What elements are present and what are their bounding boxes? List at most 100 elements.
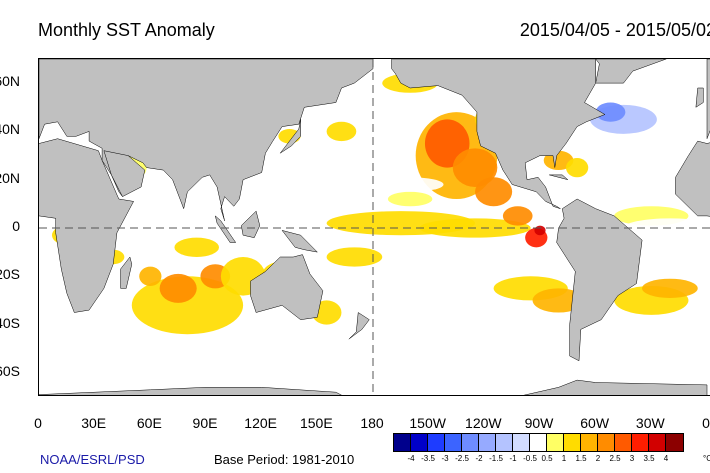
colorbar-tick-label: -2 bbox=[475, 454, 483, 463]
chart-title: Monthly SST Anomaly bbox=[38, 20, 215, 40]
lat-tick-label: 40N bbox=[0, 121, 20, 138]
reference-lines bbox=[39, 59, 710, 395]
anomaly-patch bbox=[614, 141, 670, 171]
anomaly-patch bbox=[632, 167, 689, 192]
date-range: 2015/04/05 - 2015/05/02 bbox=[519, 20, 710, 40]
landmass-africa-wrap bbox=[675, 140, 710, 217]
anomaly-patch bbox=[139, 266, 162, 286]
anomaly-patch bbox=[534, 225, 546, 236]
credit-label: NOAA/ESRL/PSD bbox=[40, 452, 145, 467]
colorbar-tick-label: -1 bbox=[509, 454, 517, 463]
colorbar-swatch bbox=[462, 434, 479, 451]
lon-tick-label: 30W bbox=[635, 415, 665, 431]
anomaly-patch bbox=[326, 121, 357, 142]
colorbar-swatch bbox=[581, 434, 598, 451]
colorbar-swatch bbox=[513, 434, 530, 451]
colorbar-swatch bbox=[598, 434, 615, 451]
landmass-new-guinea bbox=[281, 229, 319, 253]
landmass-australia bbox=[250, 254, 324, 320]
colorbar-swatch bbox=[394, 434, 411, 451]
landmass-japan bbox=[280, 119, 301, 154]
colorbar-tick-label: 1.5 bbox=[575, 454, 587, 463]
lon-tick-label: 150W bbox=[409, 415, 446, 431]
landmass-africa bbox=[39, 138, 134, 313]
colorbar-tick-label: 3 bbox=[629, 454, 635, 463]
colorbar-swatch bbox=[564, 434, 581, 451]
lon-tick-label: 120W bbox=[465, 415, 502, 431]
landmass-uk bbox=[695, 87, 704, 108]
landmass-greenland bbox=[595, 59, 667, 84]
land-layer bbox=[39, 59, 710, 395]
colorbar-swatch bbox=[445, 434, 462, 451]
colorbar-tick-label: 0.5 bbox=[541, 454, 553, 463]
lon-tick-label: 150E bbox=[299, 415, 333, 431]
lat-tick-label: 0 bbox=[12, 218, 20, 234]
anomaly-patch bbox=[428, 355, 503, 366]
colorbar-tick-label: 4 bbox=[663, 454, 669, 463]
landmass-south-america bbox=[556, 198, 643, 362]
landmass-new-zealand bbox=[348, 312, 370, 340]
anomaly-patch bbox=[642, 278, 698, 299]
colorbar-unit: °C bbox=[703, 454, 710, 463]
lat-tick-label: 60S bbox=[0, 362, 20, 379]
anomaly-patch bbox=[387, 191, 433, 207]
lon-tick-label: 0 bbox=[702, 415, 710, 431]
landmass-antarctica bbox=[39, 379, 708, 395]
colorbar-tick-label: -0.5 bbox=[523, 454, 537, 463]
colorbar-tick-label: 2 bbox=[595, 454, 601, 463]
lat-tick-label: 20N bbox=[0, 169, 20, 186]
landmass-arabia bbox=[103, 150, 146, 197]
colorbar-tick-label: -2.5 bbox=[455, 454, 469, 463]
lon-tick-label: 180 bbox=[360, 415, 384, 431]
landmass-north-america bbox=[391, 59, 606, 209]
lon-tick-label: 0 bbox=[34, 415, 42, 431]
colorbar-tick-label: -3 bbox=[441, 454, 449, 463]
anomaly-patch bbox=[475, 177, 513, 207]
anomaly-patch bbox=[159, 273, 197, 303]
colorbar-swatch bbox=[428, 434, 445, 451]
lat-tick-label: 40S bbox=[0, 314, 20, 331]
lon-tick-label: 60E bbox=[136, 415, 162, 431]
lon-tick-label: 30E bbox=[81, 415, 107, 431]
colorbar-tick-label: 1 bbox=[561, 454, 567, 463]
colorbar-tick-label: -3.5 bbox=[421, 454, 435, 463]
colorbar-tick-label: 3.5 bbox=[643, 454, 655, 463]
anomaly-patch bbox=[243, 355, 355, 366]
colorbar-swatch bbox=[530, 434, 547, 451]
map-canvas bbox=[39, 59, 710, 395]
colorbar-tick-label: -4 bbox=[407, 454, 415, 463]
colorbar bbox=[393, 433, 684, 452]
lon-tick-label: 90E bbox=[192, 415, 218, 431]
anomaly-patch bbox=[502, 206, 533, 226]
anomaly-patch bbox=[326, 247, 383, 267]
anomaly-patch bbox=[66, 351, 123, 361]
anomaly-patch bbox=[174, 237, 219, 257]
colorbar-swatch bbox=[666, 434, 683, 451]
landmass-cuba bbox=[549, 174, 568, 180]
colorbar-swatch bbox=[496, 434, 513, 451]
lon-tick-label: 90W bbox=[524, 415, 554, 431]
colorbar-swatch bbox=[615, 434, 632, 451]
anomaly-patch bbox=[452, 148, 498, 187]
lat-tick-label: 60N bbox=[0, 73, 20, 90]
colorbar-swatch bbox=[632, 434, 649, 451]
sst-anomaly-map bbox=[38, 58, 710, 396]
anomaly-patch bbox=[321, 165, 388, 185]
colorbar-tick-label: -1.5 bbox=[489, 454, 503, 463]
lon-tick-label: 120E bbox=[244, 415, 278, 431]
colorbar-swatch bbox=[479, 434, 496, 451]
colorbar-swatch bbox=[649, 434, 666, 451]
landmass-madagascar bbox=[120, 256, 133, 289]
base-period-label: Base Period: 1981-2010 bbox=[214, 452, 355, 467]
landmass-sumatra bbox=[214, 215, 237, 243]
colorbar-tick-label: 2.5 bbox=[609, 454, 621, 463]
colorbar-swatch bbox=[411, 434, 428, 451]
anomaly-patch bbox=[376, 177, 444, 192]
landmass-borneo bbox=[241, 210, 261, 238]
lon-tick-label: 60W bbox=[580, 415, 610, 431]
colorbar-swatch bbox=[547, 434, 564, 451]
anomaly-patch bbox=[595, 102, 626, 122]
landmass-eurasia-wrap bbox=[706, 59, 710, 139]
anomaly-patch bbox=[565, 157, 589, 178]
anomaly-patch bbox=[577, 355, 652, 366]
